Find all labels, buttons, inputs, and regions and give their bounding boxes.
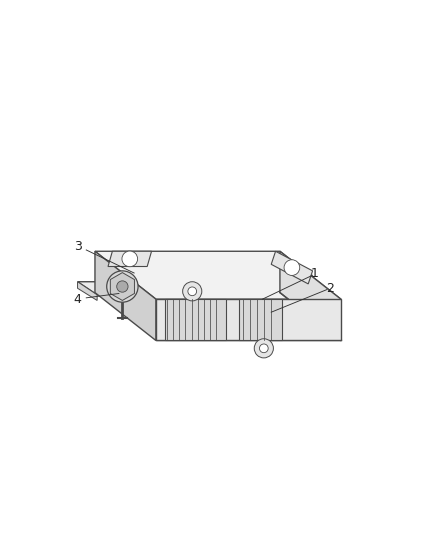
Circle shape <box>107 271 138 302</box>
Polygon shape <box>78 282 206 295</box>
Text: 4: 4 <box>74 293 81 305</box>
Polygon shape <box>239 299 282 341</box>
Polygon shape <box>165 299 226 341</box>
Circle shape <box>188 287 197 296</box>
Polygon shape <box>108 251 152 266</box>
Polygon shape <box>95 251 341 299</box>
Polygon shape <box>95 251 156 341</box>
Text: 1: 1 <box>311 266 319 279</box>
Polygon shape <box>78 282 97 301</box>
Circle shape <box>254 339 273 358</box>
Circle shape <box>183 282 202 301</box>
Polygon shape <box>156 299 341 341</box>
Circle shape <box>284 260 300 276</box>
Polygon shape <box>271 251 313 284</box>
Circle shape <box>122 251 138 266</box>
Text: 3: 3 <box>74 240 81 253</box>
Polygon shape <box>280 251 341 341</box>
Circle shape <box>117 281 128 292</box>
Text: 2: 2 <box>326 282 334 295</box>
Polygon shape <box>110 272 134 301</box>
Circle shape <box>259 344 268 353</box>
